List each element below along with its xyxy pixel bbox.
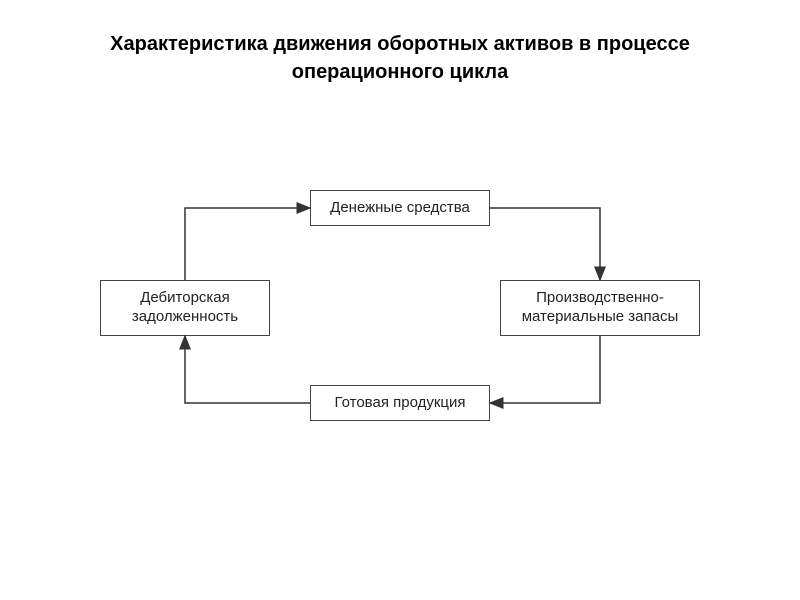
page-title: Характеристика движения оборотных активо… bbox=[0, 0, 800, 86]
node-inventory: Производственно-материальные запасы bbox=[500, 280, 700, 336]
flowchart-diagram: Денежные средства Дебиторская задолженно… bbox=[0, 180, 800, 560]
node-cash: Денежные средства bbox=[310, 190, 490, 226]
flow-arrows bbox=[0, 180, 800, 560]
node-finished-goods: Готовая продукция bbox=[310, 385, 490, 421]
node-receivables: Дебиторская задолженность bbox=[100, 280, 270, 336]
